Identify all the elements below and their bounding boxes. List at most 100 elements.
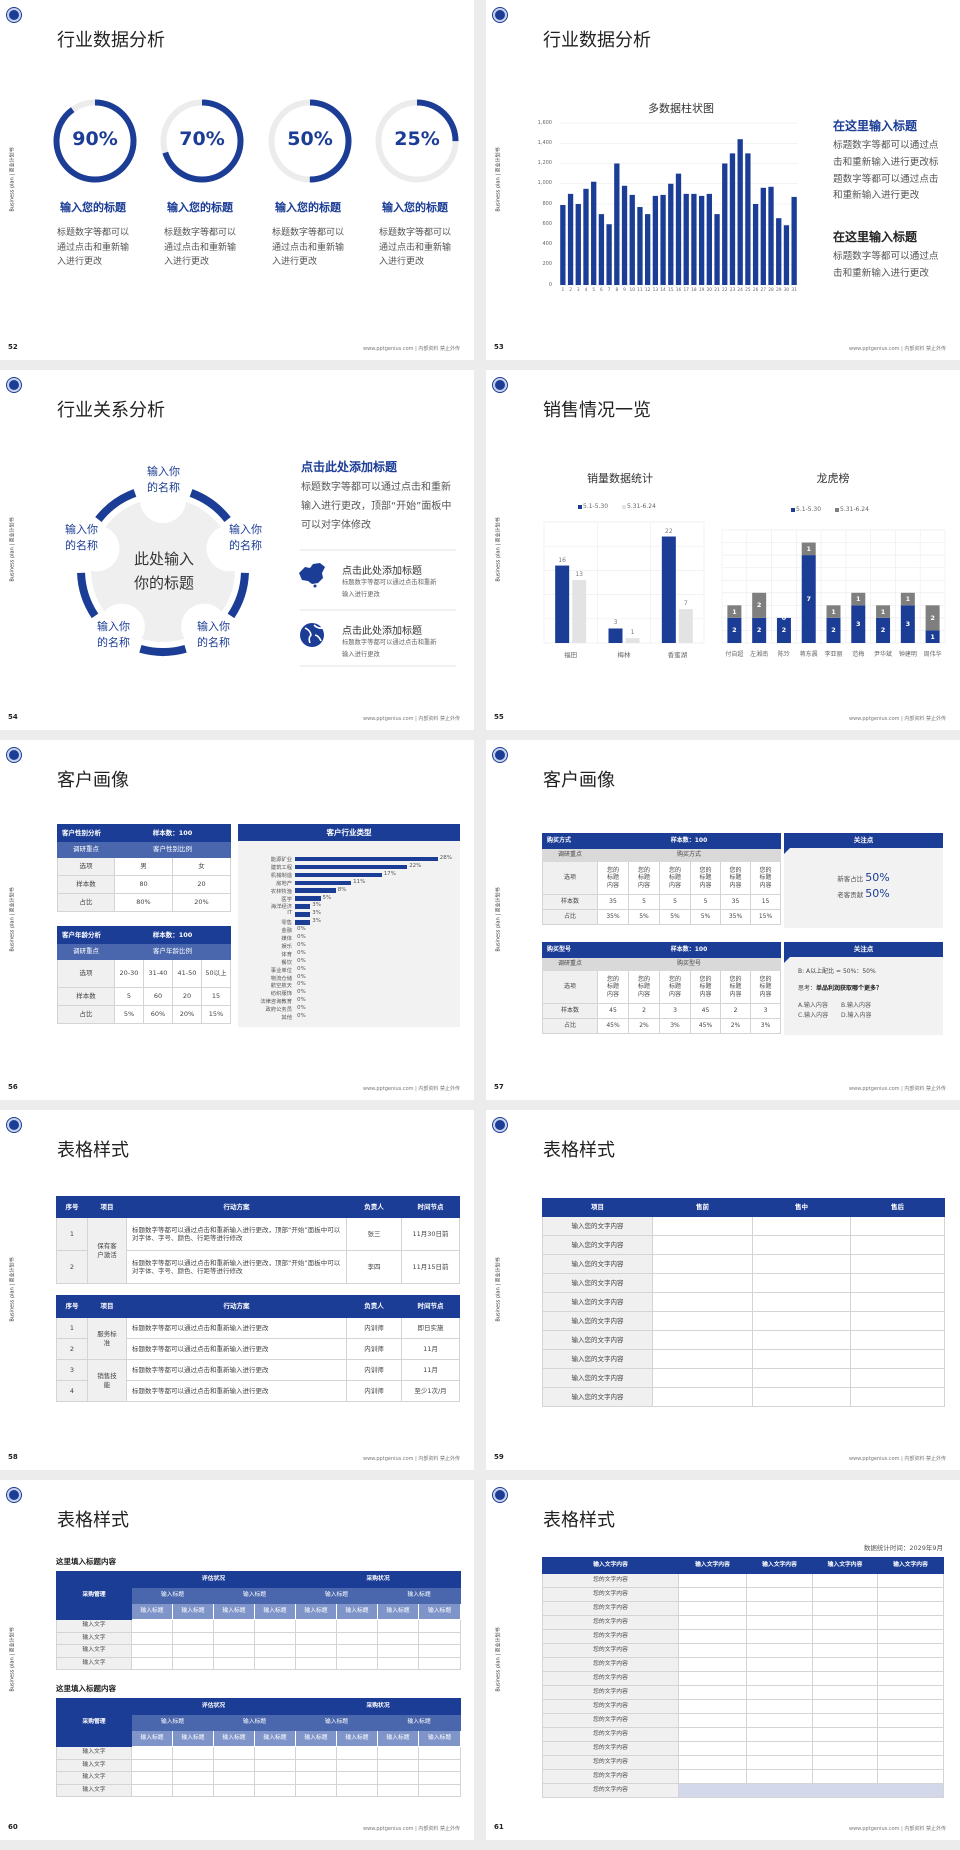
editable-cell[interactable] bbox=[253, 1631, 297, 1645]
editable-cell[interactable] bbox=[850, 1292, 945, 1312]
editable-cell[interactable] bbox=[336, 1644, 379, 1658]
editable-cell[interactable] bbox=[418, 1746, 462, 1760]
editable-cell[interactable] bbox=[652, 1330, 753, 1350]
editable-cell[interactable] bbox=[172, 1644, 214, 1658]
editable-cell[interactable] bbox=[336, 1656, 379, 1670]
editable-cell[interactable] bbox=[131, 1656, 173, 1670]
editable-cell[interactable] bbox=[172, 1758, 214, 1772]
editable-cell[interactable] bbox=[678, 1755, 747, 1770]
editable-cell[interactable] bbox=[131, 1758, 173, 1772]
editable-cell[interactable] bbox=[652, 1349, 753, 1369]
editable-cell[interactable] bbox=[377, 1631, 420, 1645]
editable-cell[interactable] bbox=[253, 1656, 297, 1670]
editable-cell[interactable] bbox=[877, 1573, 944, 1588]
editable-cell[interactable] bbox=[336, 1746, 379, 1760]
editable-cell[interactable] bbox=[418, 1644, 462, 1658]
editable-cell[interactable] bbox=[678, 1741, 747, 1756]
editable-cell[interactable] bbox=[418, 1656, 462, 1670]
editable-cell[interactable] bbox=[172, 1783, 214, 1797]
editable-cell[interactable] bbox=[746, 1573, 813, 1588]
editable-cell[interactable] bbox=[253, 1644, 297, 1658]
editable-cell[interactable] bbox=[746, 1587, 813, 1602]
editable-cell[interactable] bbox=[172, 1619, 214, 1633]
editable-cell[interactable] bbox=[377, 1619, 420, 1633]
editable-cell[interactable] bbox=[877, 1671, 944, 1686]
editable-cell[interactable] bbox=[131, 1631, 173, 1645]
editable-cell[interactable] bbox=[336, 1631, 379, 1645]
editable-cell[interactable] bbox=[131, 1644, 173, 1658]
editable-cell[interactable] bbox=[752, 1235, 851, 1255]
slide-60[interactable]: Business plan | 商业计划书 60 www.pptgenius.com… bbox=[0, 1480, 474, 1840]
editable-cell[interactable] bbox=[752, 1387, 851, 1407]
editable-cell[interactable] bbox=[295, 1656, 338, 1670]
editable-cell[interactable] bbox=[850, 1235, 945, 1255]
editable-cell[interactable] bbox=[877, 1657, 944, 1672]
editable-cell[interactable] bbox=[213, 1631, 255, 1645]
editable-cell[interactable] bbox=[336, 1758, 379, 1772]
editable-cell[interactable] bbox=[253, 1619, 297, 1633]
editable-cell[interactable] bbox=[877, 1615, 944, 1630]
editable-cell[interactable] bbox=[652, 1254, 753, 1274]
editable-cell[interactable] bbox=[213, 1758, 255, 1772]
editable-cell[interactable] bbox=[213, 1746, 255, 1760]
slide-56[interactable]: Business plan | 商业计划书 56 www.pptgenius.com… bbox=[0, 740, 474, 1100]
editable-cell[interactable] bbox=[746, 1685, 813, 1700]
editable-cell[interactable] bbox=[172, 1746, 214, 1760]
editable-cell[interactable] bbox=[812, 1713, 878, 1728]
editable-cell[interactable] bbox=[377, 1746, 420, 1760]
editable-cell[interactable] bbox=[812, 1685, 878, 1700]
editable-cell[interactable] bbox=[877, 1755, 944, 1770]
slide-61[interactable]: Business plan | 商业计划书 61 www.pptgenius.com… bbox=[486, 1480, 960, 1840]
editable-cell[interactable] bbox=[172, 1656, 214, 1670]
editable-cell[interactable] bbox=[746, 1755, 813, 1770]
editable-cell[interactable] bbox=[213, 1783, 255, 1797]
editable-cell[interactable] bbox=[652, 1292, 753, 1312]
editable-cell[interactable] bbox=[812, 1573, 878, 1588]
editable-cell[interactable] bbox=[877, 1587, 944, 1602]
editable-cell[interactable] bbox=[418, 1783, 462, 1797]
editable-cell[interactable] bbox=[812, 1629, 878, 1644]
editable-cell[interactable] bbox=[418, 1631, 462, 1645]
editable-cell[interactable] bbox=[877, 1699, 944, 1714]
editable-cell[interactable] bbox=[253, 1783, 297, 1797]
editable-cell[interactable] bbox=[752, 1368, 851, 1388]
editable-cell[interactable] bbox=[652, 1273, 753, 1293]
editable-cell[interactable] bbox=[131, 1746, 173, 1760]
editable-cell[interactable] bbox=[678, 1769, 747, 1784]
editable-cell[interactable] bbox=[131, 1783, 173, 1797]
editable-cell[interactable] bbox=[131, 1771, 173, 1785]
editable-cell[interactable] bbox=[336, 1783, 379, 1797]
editable-cell[interactable] bbox=[131, 1619, 173, 1633]
slide-58[interactable]: Business plan | 商业计划书 58 www.pptgenius.com… bbox=[0, 1110, 474, 1470]
editable-cell[interactable] bbox=[172, 1771, 214, 1785]
editable-cell[interactable] bbox=[295, 1631, 338, 1645]
editable-cell[interactable] bbox=[812, 1755, 878, 1770]
editable-cell[interactable] bbox=[377, 1783, 420, 1797]
editable-cell[interactable] bbox=[746, 1629, 813, 1644]
editable-cell[interactable] bbox=[652, 1368, 753, 1388]
editable-cell[interactable] bbox=[253, 1746, 297, 1760]
editable-cell[interactable] bbox=[678, 1643, 747, 1658]
slide-55[interactable]: Business plan | 商业计划书 55 www.pptgenius.com… bbox=[486, 370, 960, 730]
editable-cell[interactable] bbox=[295, 1619, 338, 1633]
editable-cell[interactable] bbox=[812, 1727, 878, 1742]
editable-cell[interactable] bbox=[812, 1699, 878, 1714]
editable-cell[interactable] bbox=[213, 1656, 255, 1670]
editable-cell[interactable] bbox=[295, 1758, 338, 1772]
editable-cell[interactable] bbox=[377, 1644, 420, 1658]
editable-cell[interactable] bbox=[746, 1727, 813, 1742]
editable-cell[interactable] bbox=[172, 1631, 214, 1645]
editable-cell[interactable] bbox=[752, 1216, 851, 1236]
editable-cell[interactable] bbox=[877, 1769, 944, 1784]
editable-cell[interactable] bbox=[336, 1771, 379, 1785]
editable-cell[interactable] bbox=[678, 1657, 747, 1672]
editable-cell[interactable] bbox=[812, 1671, 878, 1686]
editable-cell[interactable] bbox=[850, 1368, 945, 1388]
editable-cell[interactable] bbox=[678, 1713, 747, 1728]
editable-cell[interactable] bbox=[678, 1699, 747, 1714]
editable-cell[interactable] bbox=[752, 1273, 851, 1293]
slide-52[interactable]: Business plan | 商业计划书 52 www.pptgenius.com… bbox=[0, 0, 474, 360]
editable-cell[interactable] bbox=[812, 1741, 878, 1756]
editable-cell[interactable] bbox=[850, 1254, 945, 1274]
editable-cell[interactable] bbox=[850, 1273, 945, 1293]
